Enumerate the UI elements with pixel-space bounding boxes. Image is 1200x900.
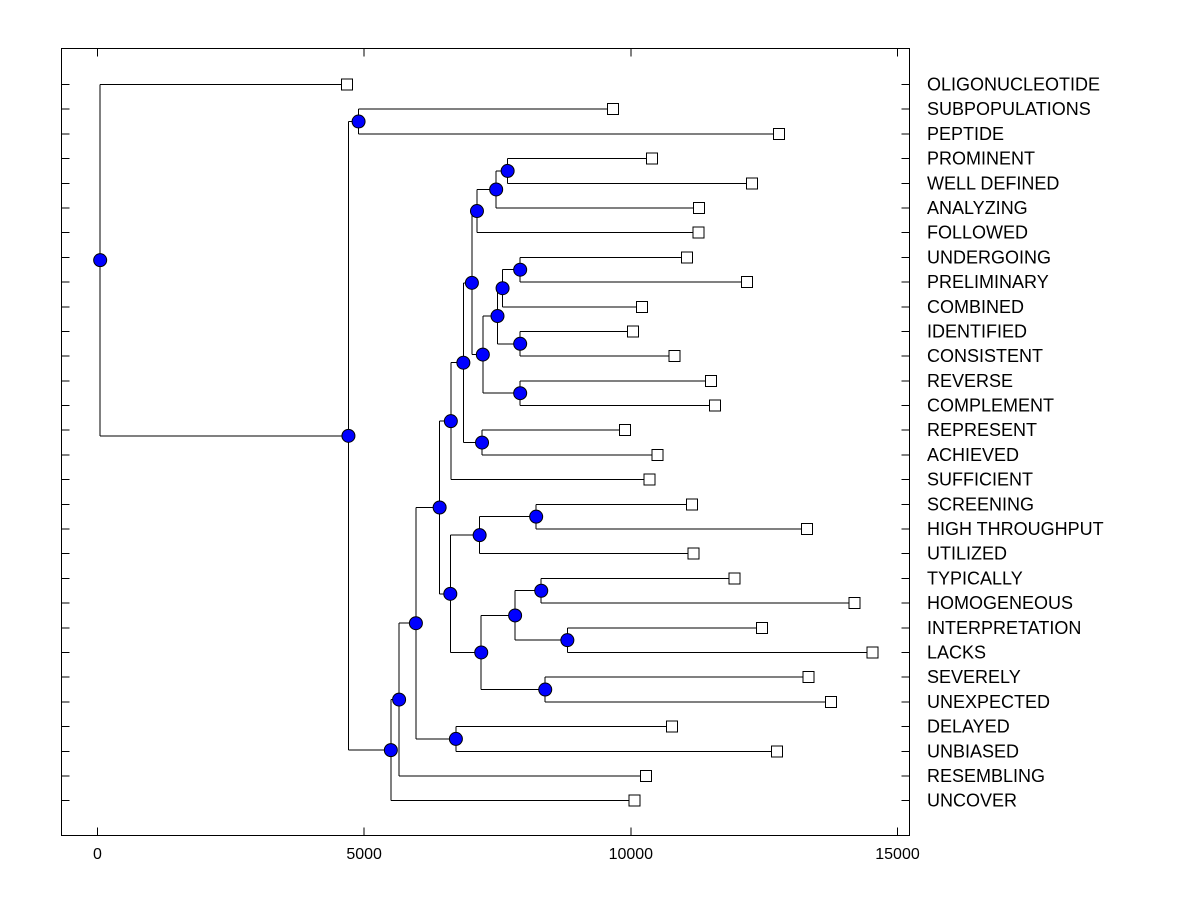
- leaf-label: OLIGONUCLEOTIDE: [927, 75, 1100, 95]
- open-square-icon: [773, 127, 786, 140]
- filled-circle-icon: [513, 262, 528, 277]
- filled-circle-icon: [538, 682, 553, 697]
- leaf-label: UNBIASED: [927, 741, 1019, 761]
- leaf-label: UNEXPECTED: [927, 692, 1050, 712]
- leaf-label: PEPTIDE: [927, 124, 1004, 144]
- filled-circle-icon: [475, 347, 490, 362]
- filled-circle-icon: [474, 645, 489, 660]
- filled-circle-icon: [443, 414, 458, 429]
- filled-circle-icon: [529, 509, 544, 524]
- open-square-icon: [668, 350, 681, 363]
- filled-circle-icon: [560, 633, 575, 648]
- open-square-icon: [628, 794, 641, 807]
- filled-circle-icon: [443, 586, 458, 601]
- open-square-icon: [802, 671, 815, 684]
- x-tick-label-10000: 10000: [609, 846, 654, 863]
- open-square-icon: [848, 597, 861, 610]
- open-square-icon: [692, 226, 705, 239]
- filled-circle-icon: [472, 528, 487, 543]
- leaf-label: HIGH THROUGHPUT: [927, 519, 1104, 539]
- leaf-label: REPRESENT: [927, 420, 1037, 440]
- leaf-label: RESEMBLING: [927, 766, 1045, 786]
- open-square-icon: [640, 769, 653, 782]
- leaf-label: SCREENING: [927, 494, 1034, 514]
- open-square-icon: [643, 473, 656, 486]
- filled-circle-icon: [513, 386, 528, 401]
- filled-circle-icon: [534, 583, 549, 598]
- leaf-label: FOLLOWED: [927, 223, 1028, 243]
- open-square-icon: [728, 572, 741, 585]
- plot-box: [61, 48, 910, 836]
- leaf-label: LACKS: [927, 642, 986, 662]
- open-square-icon: [825, 695, 838, 708]
- open-square-icon: [693, 201, 706, 214]
- filled-circle-icon: [464, 275, 479, 290]
- leaf-label: TYPICALLY: [927, 568, 1023, 588]
- open-square-icon: [651, 448, 664, 461]
- open-square-icon: [740, 276, 753, 289]
- leaf-label: IDENTIFIED: [927, 321, 1027, 341]
- filled-circle-icon: [490, 309, 505, 324]
- open-square-icon: [340, 78, 353, 91]
- leaf-label: PRELIMINARY: [927, 272, 1049, 292]
- x-tick-label-5000: 5000: [346, 846, 382, 863]
- leaf-label: SUFFICIENT: [927, 470, 1033, 490]
- filled-circle-icon: [495, 281, 510, 296]
- leaf-label: WELL DEFINED: [927, 173, 1059, 193]
- leaf-label: HOMOGENEOUS: [927, 593, 1073, 613]
- open-square-icon: [746, 177, 759, 190]
- filled-circle-icon: [351, 114, 366, 129]
- leaf-label: UNDERGOING: [927, 247, 1051, 267]
- filled-circle-icon: [469, 204, 484, 219]
- open-square-icon: [866, 646, 879, 659]
- open-square-icon: [756, 621, 769, 634]
- filled-circle-icon: [93, 253, 108, 268]
- open-square-icon: [704, 374, 717, 387]
- filled-circle-icon: [392, 692, 407, 707]
- leaf-label: ANALYZING: [927, 198, 1028, 218]
- leaf-label: INTERPRETATION: [927, 618, 1081, 638]
- open-square-icon: [687, 547, 700, 560]
- open-square-icon: [619, 424, 632, 437]
- leaf-label: PROMINENT: [927, 149, 1035, 169]
- leaf-label: UNCOVER: [927, 791, 1017, 811]
- x-tick-label-0: 0: [93, 846, 102, 863]
- x-tick-label-15000: 15000: [875, 846, 920, 863]
- open-square-icon: [708, 399, 721, 412]
- filled-circle-icon: [508, 608, 523, 623]
- open-square-icon: [627, 325, 640, 338]
- filled-circle-icon: [448, 731, 463, 746]
- filled-circle-icon: [513, 336, 528, 351]
- leaf-label: CONSISTENT: [927, 346, 1043, 366]
- filled-circle-icon: [475, 435, 490, 450]
- filled-circle-icon: [500, 163, 515, 178]
- leaf-label: COMPLEMENT: [927, 396, 1054, 416]
- filled-circle-icon: [408, 616, 423, 631]
- leaf-label: DELAYED: [927, 717, 1010, 737]
- leaf-label: SUBPOPULATIONS: [927, 99, 1091, 119]
- open-square-icon: [636, 300, 649, 313]
- filled-circle-icon: [383, 743, 398, 758]
- filled-circle-icon: [341, 428, 356, 443]
- leaf-label: REVERSE: [927, 371, 1013, 391]
- leaf-label: SEVERELY: [927, 667, 1021, 687]
- leaf-label: UTILIZED: [927, 544, 1007, 564]
- open-square-icon: [685, 498, 698, 511]
- open-square-icon: [771, 745, 784, 758]
- open-square-icon: [645, 152, 658, 165]
- open-square-icon: [800, 523, 813, 536]
- filled-circle-icon: [456, 355, 471, 370]
- leaf-label: COMBINED: [927, 297, 1024, 317]
- open-square-icon: [665, 720, 678, 733]
- filled-circle-icon: [432, 500, 447, 515]
- filled-circle-icon: [489, 182, 504, 197]
- open-square-icon: [680, 251, 693, 264]
- open-square-icon: [606, 103, 619, 116]
- leaf-label: ACHIEVED: [927, 445, 1019, 465]
